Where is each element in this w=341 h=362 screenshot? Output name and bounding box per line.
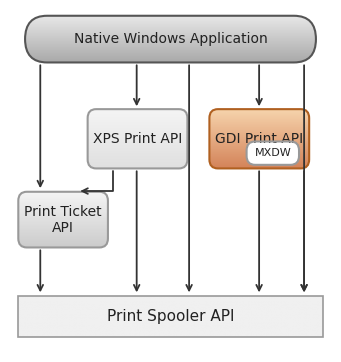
Text: XPS Print API: XPS Print API bbox=[93, 132, 182, 146]
Text: Native Windows Application: Native Windows Application bbox=[74, 32, 267, 46]
Text: MXDW: MXDW bbox=[254, 148, 291, 158]
Text: GDI Print API: GDI Print API bbox=[215, 132, 303, 146]
Bar bbox=[18, 296, 323, 337]
Text: Print Spooler API: Print Spooler API bbox=[107, 309, 234, 324]
Bar bbox=[18, 296, 323, 337]
Text: Print Ticket
API: Print Ticket API bbox=[24, 205, 102, 235]
